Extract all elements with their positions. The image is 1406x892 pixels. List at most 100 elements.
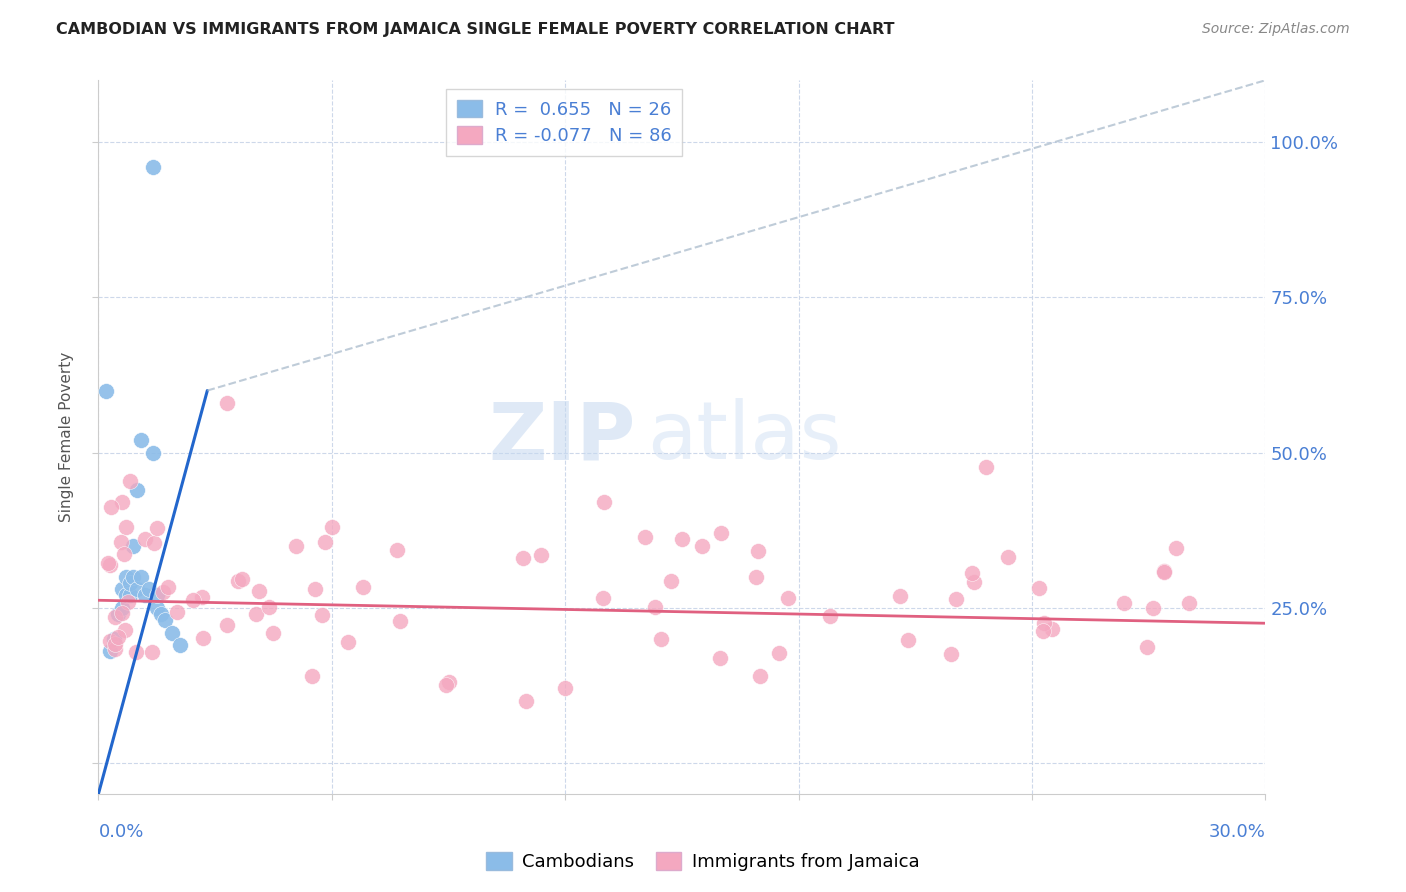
Point bbox=[104, 610, 127, 624]
Text: CAMBODIAN VS IMMIGRANTS FROM JAMAICA SINGLE FEMALE POVERTY CORRELATION CHART: CAMBODIAN VS IMMIGRANTS FROM JAMAICA SIN… bbox=[56, 22, 894, 37]
Point bbox=[437, 675, 460, 690]
Point bbox=[118, 474, 141, 488]
Point bbox=[114, 624, 136, 638]
Point bbox=[169, 638, 191, 652]
Point bbox=[107, 607, 129, 621]
Point bbox=[301, 669, 323, 683]
Point bbox=[1032, 624, 1054, 638]
Point bbox=[247, 583, 270, 598]
Point bbox=[974, 460, 997, 475]
Point bbox=[103, 632, 125, 646]
Point bbox=[110, 535, 132, 549]
Point bbox=[352, 580, 374, 594]
Point bbox=[114, 520, 136, 534]
Point bbox=[129, 433, 152, 447]
Point bbox=[768, 646, 790, 660]
Text: ZIP: ZIP bbox=[488, 398, 636, 476]
Point bbox=[592, 591, 614, 606]
Point bbox=[389, 614, 412, 628]
Point bbox=[142, 536, 165, 550]
Point bbox=[125, 645, 148, 659]
Point bbox=[142, 445, 165, 459]
Point bbox=[122, 539, 145, 553]
Point bbox=[515, 694, 537, 708]
Point bbox=[127, 483, 149, 497]
Point bbox=[231, 573, 253, 587]
Point bbox=[321, 520, 343, 534]
Point bbox=[434, 678, 457, 692]
Point bbox=[1040, 622, 1063, 636]
Text: 30.0%: 30.0% bbox=[1209, 823, 1265, 841]
Point bbox=[215, 396, 238, 410]
Point bbox=[945, 592, 967, 607]
Legend: R =  0.655   N = 26, R = -0.077   N = 86: R = 0.655 N = 26, R = -0.077 N = 86 bbox=[446, 89, 682, 156]
Point bbox=[134, 533, 156, 547]
Point bbox=[114, 570, 136, 584]
Point bbox=[153, 613, 176, 627]
Point bbox=[634, 530, 657, 544]
Point bbox=[1166, 541, 1188, 556]
Point bbox=[385, 542, 408, 557]
Point bbox=[1112, 596, 1135, 610]
Point bbox=[134, 588, 156, 602]
Point bbox=[193, 631, 215, 645]
Point bbox=[118, 575, 141, 590]
Point bbox=[152, 585, 174, 599]
Point bbox=[217, 617, 239, 632]
Point bbox=[314, 535, 336, 549]
Point bbox=[896, 633, 918, 648]
Point bbox=[104, 641, 127, 656]
Point bbox=[1142, 600, 1164, 615]
Point bbox=[1178, 596, 1201, 610]
Point bbox=[142, 160, 165, 174]
Point bbox=[690, 539, 713, 553]
Point bbox=[138, 582, 160, 596]
Point bbox=[98, 558, 121, 572]
Point bbox=[100, 500, 122, 514]
Point bbox=[1033, 616, 1056, 631]
Point bbox=[226, 574, 249, 588]
Point bbox=[262, 626, 284, 640]
Point bbox=[311, 607, 333, 622]
Point bbox=[530, 548, 553, 562]
Point bbox=[747, 544, 769, 558]
Point bbox=[104, 637, 127, 651]
Point bbox=[118, 588, 141, 602]
Point bbox=[97, 556, 120, 570]
Point bbox=[939, 647, 962, 661]
Point bbox=[146, 600, 169, 615]
Point bbox=[111, 582, 134, 596]
Point bbox=[149, 607, 172, 621]
Point bbox=[776, 591, 799, 605]
Point bbox=[107, 630, 129, 644]
Point bbox=[245, 607, 267, 621]
Point bbox=[644, 599, 666, 614]
Point bbox=[748, 669, 770, 683]
Point bbox=[889, 589, 911, 603]
Point bbox=[98, 644, 121, 658]
Point bbox=[650, 632, 672, 647]
Point bbox=[162, 625, 184, 640]
Point bbox=[146, 588, 169, 602]
Point bbox=[191, 591, 214, 605]
Point bbox=[1153, 565, 1175, 579]
Point bbox=[1136, 640, 1159, 654]
Point bbox=[122, 570, 145, 584]
Legend: Cambodians, Immigrants from Jamaica: Cambodians, Immigrants from Jamaica bbox=[479, 846, 927, 879]
Point bbox=[129, 570, 152, 584]
Point bbox=[593, 495, 616, 509]
Point bbox=[997, 549, 1019, 564]
Point bbox=[963, 574, 986, 589]
Point bbox=[512, 551, 534, 566]
Point bbox=[709, 650, 731, 665]
Text: atlas: atlas bbox=[647, 398, 841, 476]
Point bbox=[257, 600, 280, 615]
Point bbox=[304, 582, 326, 596]
Point bbox=[554, 681, 576, 696]
Point bbox=[1153, 565, 1175, 579]
Point bbox=[146, 521, 169, 535]
Point bbox=[98, 634, 121, 648]
Point bbox=[1028, 581, 1050, 595]
Point bbox=[659, 574, 682, 588]
Point bbox=[141, 645, 163, 659]
